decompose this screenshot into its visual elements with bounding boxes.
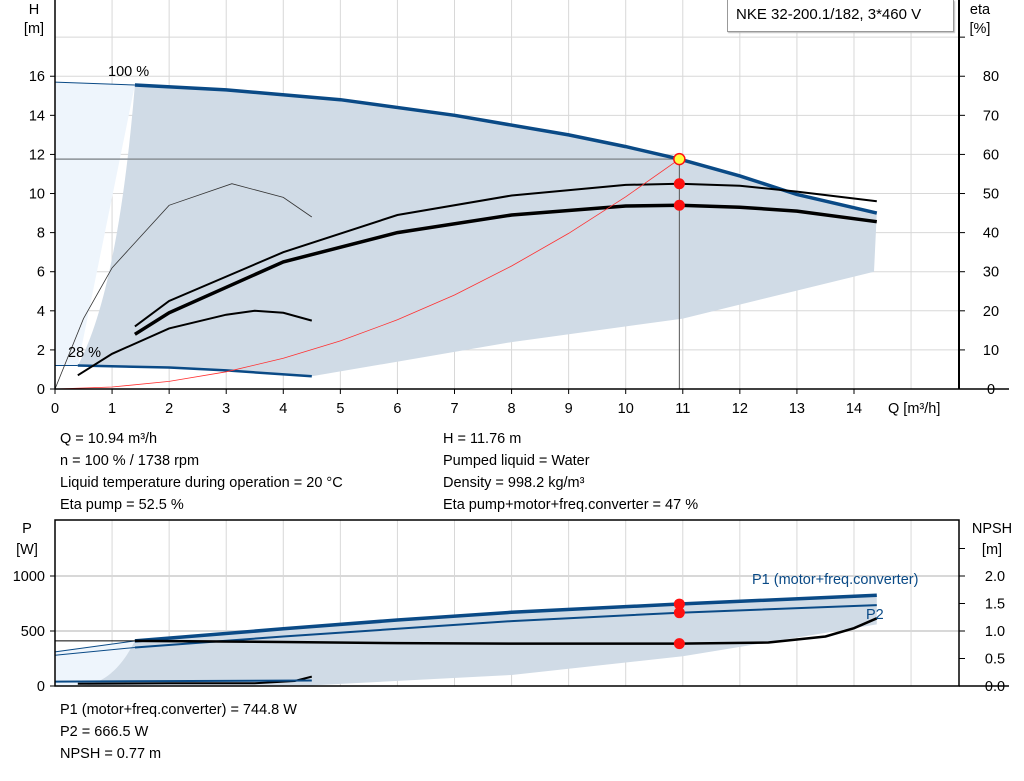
readout-temperature: Liquid temperature during operation = 20… bbox=[60, 475, 343, 491]
x-tick-label: 3 bbox=[222, 401, 230, 417]
x-tick-label: 7 bbox=[450, 401, 458, 417]
y-tick-label-left: 8 bbox=[37, 226, 45, 242]
y-tick-label-left: 500 bbox=[21, 624, 45, 640]
y-axis-label-left: P bbox=[22, 521, 32, 537]
y-tick-label-right: 80 bbox=[983, 69, 999, 85]
readout-speed: n = 100 % / 1738 rpm bbox=[60, 453, 200, 469]
readout-left: Q = 10.94 m³/h n = 100 % / 1738 rpm Liqu… bbox=[60, 428, 343, 516]
readout-eta-pump: Eta pump = 52.5 % bbox=[60, 497, 184, 513]
readout-density: Density = 998.2 kg/m³ bbox=[443, 475, 585, 491]
legend-p2: P2 bbox=[866, 607, 884, 623]
curve-p1_28 bbox=[54, 679, 312, 683]
y-tick-label-right: 0 bbox=[987, 382, 995, 398]
curve-eta_total bbox=[133, 203, 878, 336]
duty-point-head bbox=[673, 152, 686, 166]
readout-head: H = 11.76 m bbox=[443, 431, 522, 447]
readout-p1: P1 (motor+freq.converter) = 744.8 W bbox=[60, 702, 297, 718]
curve-eta_pump bbox=[134, 182, 877, 328]
label-100-percent: 100 % bbox=[108, 64, 149, 80]
duty-point-p1 bbox=[673, 598, 685, 610]
readout-liquid: Pumped liquid = Water bbox=[443, 453, 590, 469]
x-tick-label: 8 bbox=[508, 401, 516, 417]
y-axis-label-right: NPSH bbox=[972, 521, 1012, 537]
curve-eta_pump_28 bbox=[54, 183, 313, 390]
readout-flow: Q = 10.94 m³/h bbox=[60, 431, 158, 447]
y-tick-label-left: 0 bbox=[37, 679, 45, 695]
y-tick-label-right: 10 bbox=[983, 343, 999, 359]
curve-p2 bbox=[134, 604, 877, 649]
y-axis-unit-left: [m] bbox=[24, 21, 44, 37]
y-tick-label-left: 2 bbox=[37, 343, 45, 359]
y-tick-label-right: 60 bbox=[983, 147, 999, 163]
curve-system_curve bbox=[54, 158, 680, 390]
y-tick-label-left: 12 bbox=[29, 147, 45, 163]
y-tick-label-right: 1.5 bbox=[985, 596, 1005, 612]
readout-p2: P2 = 666.5 W bbox=[60, 724, 149, 740]
y-tick-label-right: 1.0 bbox=[985, 624, 1005, 640]
y-tick-label-right: 40 bbox=[983, 226, 999, 242]
curve-head_28 bbox=[77, 364, 312, 378]
x-tick-label: 4 bbox=[279, 401, 287, 417]
x-tick-label: 13 bbox=[789, 401, 805, 417]
y-tick-label-left: 16 bbox=[29, 69, 45, 85]
power-region-light bbox=[55, 640, 135, 686]
duty-point-eta-total bbox=[673, 199, 685, 211]
y-axis-unit-left: [W] bbox=[16, 542, 38, 558]
y-axis-label-right: eta bbox=[970, 2, 991, 18]
power-region bbox=[77, 595, 877, 686]
y-tick-label-left: 4 bbox=[37, 304, 45, 320]
x-tick-label: 14 bbox=[846, 401, 862, 417]
readout-npsh: NPSH = 0.77 m bbox=[60, 746, 162, 762]
y-tick-label-right: 0.0 bbox=[985, 679, 1005, 695]
duty-point-eta-pump bbox=[673, 178, 685, 190]
curve-npsh_28 bbox=[77, 675, 313, 685]
duty-point-p2 bbox=[673, 607, 685, 619]
x-tick-label: 11 bbox=[675, 401, 690, 417]
y-tick-label-right: 2.0 bbox=[985, 569, 1005, 585]
curve-head_100_ext bbox=[54, 81, 135, 86]
legend-p1: P1 (motor+freq.converter) bbox=[752, 572, 918, 588]
x-tick-label: 9 bbox=[565, 401, 573, 417]
x-tick-label: 6 bbox=[393, 401, 401, 417]
x-tick-label: 5 bbox=[336, 401, 344, 417]
x-tick-label: 10 bbox=[618, 401, 634, 417]
y-tick-label-left: 1000 bbox=[13, 569, 45, 585]
duty-point-npsh bbox=[673, 638, 685, 650]
readout-eta-total: Eta pump+motor+freq.converter = 47 % bbox=[443, 497, 699, 513]
x-axis-label: Q [m³/h] bbox=[888, 401, 940, 417]
y-axis-unit-right: [%] bbox=[970, 21, 991, 37]
x-tick-label: 2 bbox=[165, 401, 173, 417]
y-tick-label-left: 10 bbox=[29, 187, 45, 203]
readout-right: H = 11.76 m Pumped liquid = Water Densit… bbox=[443, 428, 698, 516]
chart-title: NKE 32-200.1/182, 3*460 V bbox=[727, 0, 954, 32]
curve-p1_ext bbox=[54, 640, 135, 653]
operating-region bbox=[77, 85, 877, 377]
curve-p2_ext bbox=[54, 647, 135, 656]
y-tick-label-left: 0 bbox=[37, 382, 45, 398]
y-tick-label-left: 6 bbox=[37, 265, 45, 281]
y-tick-label-right: 30 bbox=[983, 265, 999, 281]
y-axis-label-left: H bbox=[29, 2, 39, 18]
y-tick-label-right: 0.5 bbox=[985, 651, 1005, 667]
curve-p1 bbox=[134, 593, 877, 643]
readout-bottom: P1 (motor+freq.converter) = 744.8 W P2 =… bbox=[60, 699, 297, 765]
operating-region-light bbox=[55, 82, 135, 366]
curve-head_100 bbox=[134, 83, 878, 215]
x-tick-label: 0 bbox=[51, 401, 59, 417]
label-28-percent: 28 % bbox=[68, 345, 101, 361]
x-tick-label: 12 bbox=[732, 401, 748, 417]
y-tick-label-left: 14 bbox=[29, 108, 45, 124]
curve-eta_total_28 bbox=[77, 309, 313, 377]
y-tick-label-right: 50 bbox=[983, 187, 999, 203]
x-tick-label: 1 bbox=[108, 401, 116, 417]
y-tick-label-right: 20 bbox=[983, 304, 999, 320]
y-tick-label-right: 70 bbox=[983, 108, 999, 124]
y-axis-unit-right: [m] bbox=[982, 542, 1002, 558]
